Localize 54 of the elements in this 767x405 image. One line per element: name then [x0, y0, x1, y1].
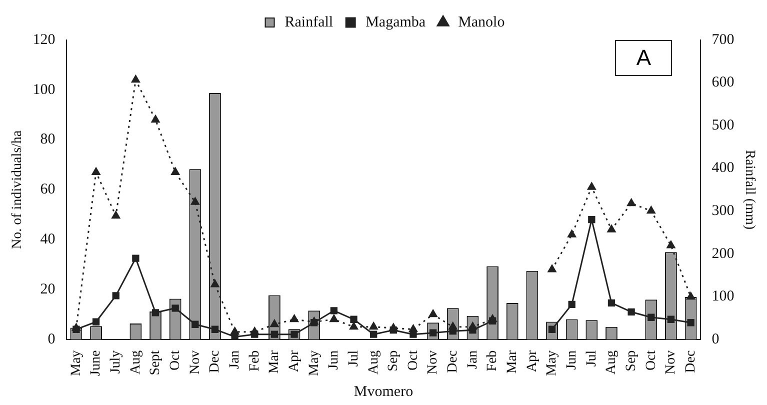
- x-tick-label: May: [544, 350, 560, 376]
- legend-label: Magamba: [366, 14, 426, 30]
- x-tick-label: July: [108, 350, 124, 374]
- legend-label: Rainfall: [284, 14, 334, 30]
- y-tick-label: 120: [32, 32, 56, 48]
- x-tick-label: Mar: [505, 350, 520, 374]
- x-tick-label: Feb: [247, 350, 262, 372]
- x-tick-label: Dec: [683, 350, 698, 373]
- y-tick-label: 100: [32, 82, 56, 98]
- x-tick-label: Sept: [148, 350, 164, 376]
- x-tick-label: Jul: [584, 350, 600, 367]
- x-tick-label: Oct: [644, 350, 659, 371]
- x-tick-label: Jan: [227, 350, 242, 370]
- x-tick-label: Apr: [524, 350, 540, 372]
- x-tick-label: Mar: [267, 350, 282, 374]
- y2-tick-label: 300: [712, 202, 734, 219]
- y-tick-label: 40: [40, 231, 56, 248]
- x-tick-label: May: [306, 350, 322, 376]
- y2-tick-label: 200: [712, 246, 734, 262]
- y2-tick-label: 500: [712, 117, 734, 134]
- x-tick-label: Jul: [346, 350, 362, 367]
- x-tick-label: Oct: [168, 350, 184, 371]
- x-tick-label: May: [68, 350, 84, 376]
- x-axis-title: Mvomero: [354, 384, 414, 400]
- x-tick-label: Jan: [465, 350, 480, 370]
- legend-label: Manolo: [458, 14, 505, 30]
- y-tick-label: 80: [40, 132, 56, 148]
- x-tick-label: Apr: [286, 350, 302, 372]
- x-tick-label: Aug: [128, 350, 144, 374]
- x-tick-label: Aug: [604, 350, 620, 374]
- x-tick-label: Nov: [426, 350, 441, 374]
- x-tick-label: Nov: [664, 350, 679, 374]
- x-tick-label: Sep: [624, 350, 639, 372]
- x-tick-label: Oct: [406, 350, 421, 371]
- y-tick-label: 60: [40, 182, 56, 198]
- annotation: A: [615, 40, 672, 76]
- x-tick-label: Aug: [366, 350, 382, 374]
- y-axis-title: No. of individuals/ha: [10, 130, 26, 249]
- y2-tick-label: 0: [712, 331, 720, 348]
- x-tick-label: Feb: [485, 350, 500, 372]
- x-tick-label: Dec: [446, 350, 461, 373]
- x-tick-label: Sep: [386, 350, 402, 372]
- y-tick-label: 20: [40, 281, 56, 298]
- x-tick-label: June: [88, 350, 104, 376]
- x-tick-label: Nov: [188, 350, 203, 374]
- x-tick-label: Jun: [326, 350, 342, 370]
- y-tick-label: 0: [48, 331, 56, 348]
- y2-tick-label: 600: [712, 74, 734, 91]
- x-tick-label: Jun: [564, 350, 580, 370]
- y2-tick-label: 700: [712, 32, 734, 48]
- y2-tick-label: 400: [712, 160, 734, 176]
- x-tick-label: Dec: [208, 350, 223, 373]
- y2-tick-label: 100: [712, 288, 734, 305]
- y2-axis-title: Rainfall (mm): [742, 150, 757, 230]
